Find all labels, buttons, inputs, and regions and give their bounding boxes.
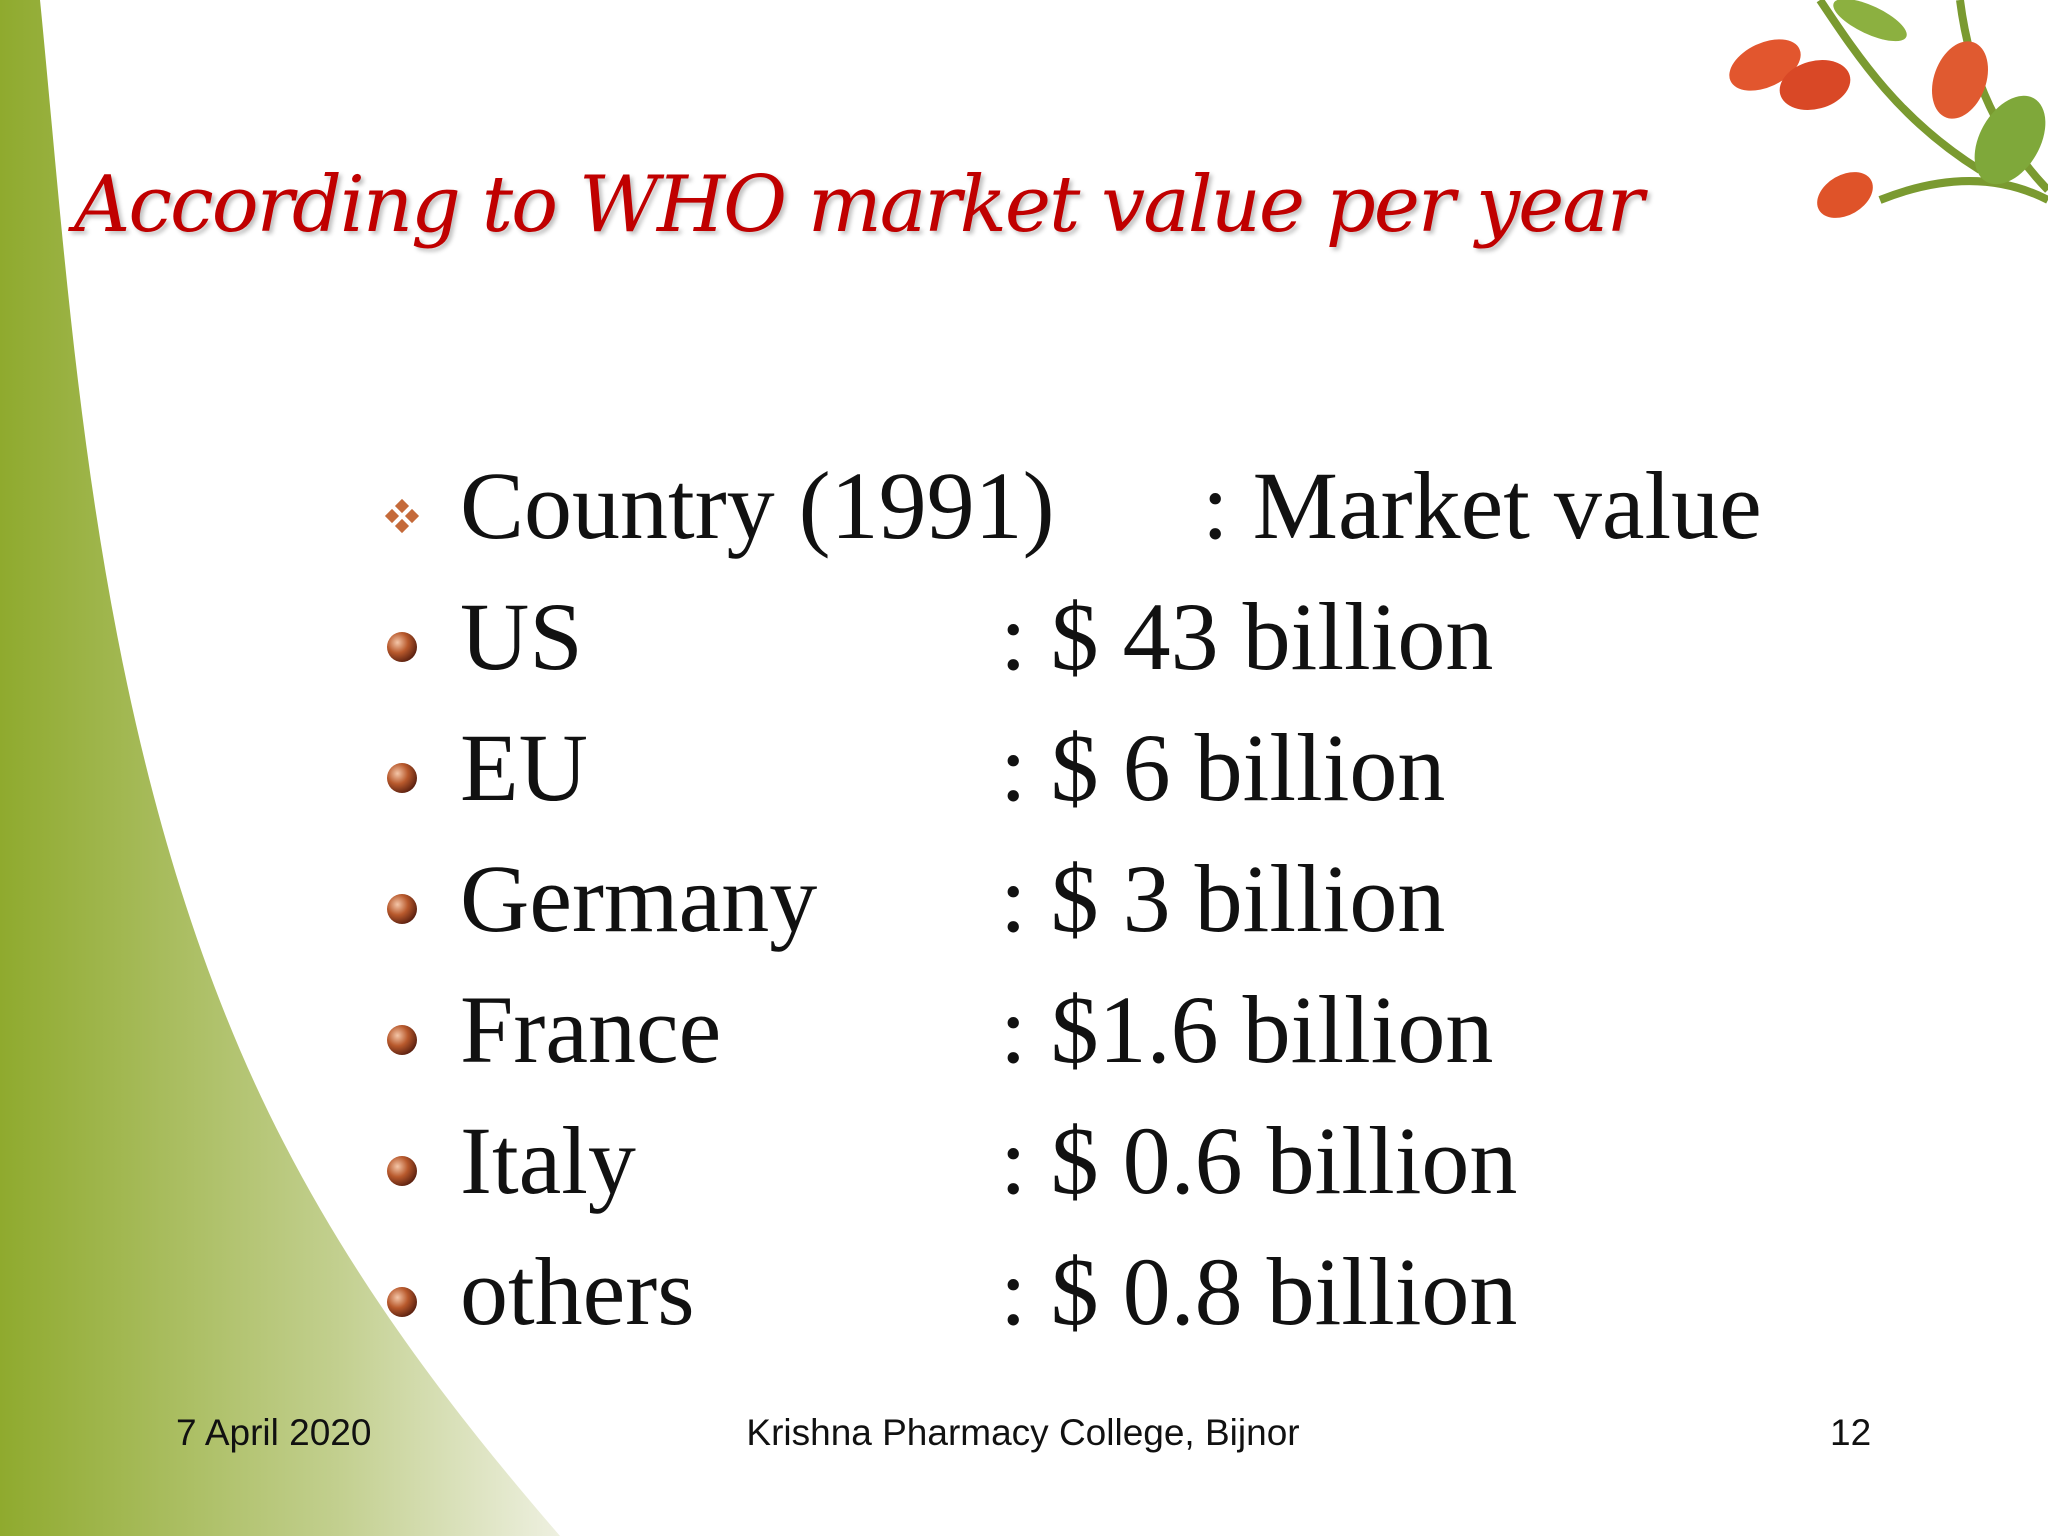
row-label: Country (1991)	[460, 452, 1055, 559]
ball-bullet	[387, 632, 417, 662]
list-row: others : $ 0.8 billion	[0, 1236, 2048, 1356]
slide-title: According to WHO market value per year	[74, 160, 1644, 250]
row-value: : $ 3 billion	[1000, 845, 1446, 952]
list-row: Italy : $ 0.6 billion	[0, 1105, 2048, 1225]
row-label: Germany	[460, 845, 818, 952]
diamond-bullet	[394, 518, 410, 534]
diamond-bullet	[384, 508, 400, 524]
footer-date: 7 April 2020	[176, 1412, 372, 1453]
row-label: Italy	[460, 1107, 636, 1214]
list-row: France : $1.6 billion	[0, 974, 2048, 1094]
ball-bullet	[387, 763, 417, 793]
row-value: : $ 0.8 billion	[1000, 1238, 1518, 1345]
list-row: US : $ 43 billion	[0, 581, 2048, 701]
row-label: US	[460, 583, 583, 690]
page-number: 12	[1830, 1412, 1872, 1453]
list-row: Country (1991) : Market value	[0, 450, 2048, 570]
row-value: : $ 6 billion	[1000, 714, 1446, 821]
list-row: Germany : $ 3 billion	[0, 843, 2048, 963]
row-label: EU	[460, 714, 588, 821]
ball-bullet	[387, 1287, 417, 1317]
list-row: EU : $ 6 billion	[0, 712, 2048, 832]
row-label: others	[460, 1238, 695, 1345]
diamond-bullet	[394, 498, 410, 514]
green-swoosh	[0, 0, 560, 1536]
diamond-bullet	[404, 508, 420, 524]
row-value: : $1.6 billion	[1000, 976, 1494, 1083]
row-value: : $ 0.6 billion	[1000, 1107, 1518, 1214]
row-label: France	[460, 976, 722, 1083]
row-value: : $ 43 billion	[1000, 583, 1494, 690]
row-value: : Market value	[1202, 452, 1762, 559]
ball-bullet	[387, 894, 417, 924]
tulips	[1729, 0, 2048, 218]
ball-bullet	[387, 1025, 417, 1055]
ball-bullet	[387, 1156, 417, 1186]
footer-college: Krishna Pharmacy College, Bijnor	[746, 1412, 1300, 1453]
